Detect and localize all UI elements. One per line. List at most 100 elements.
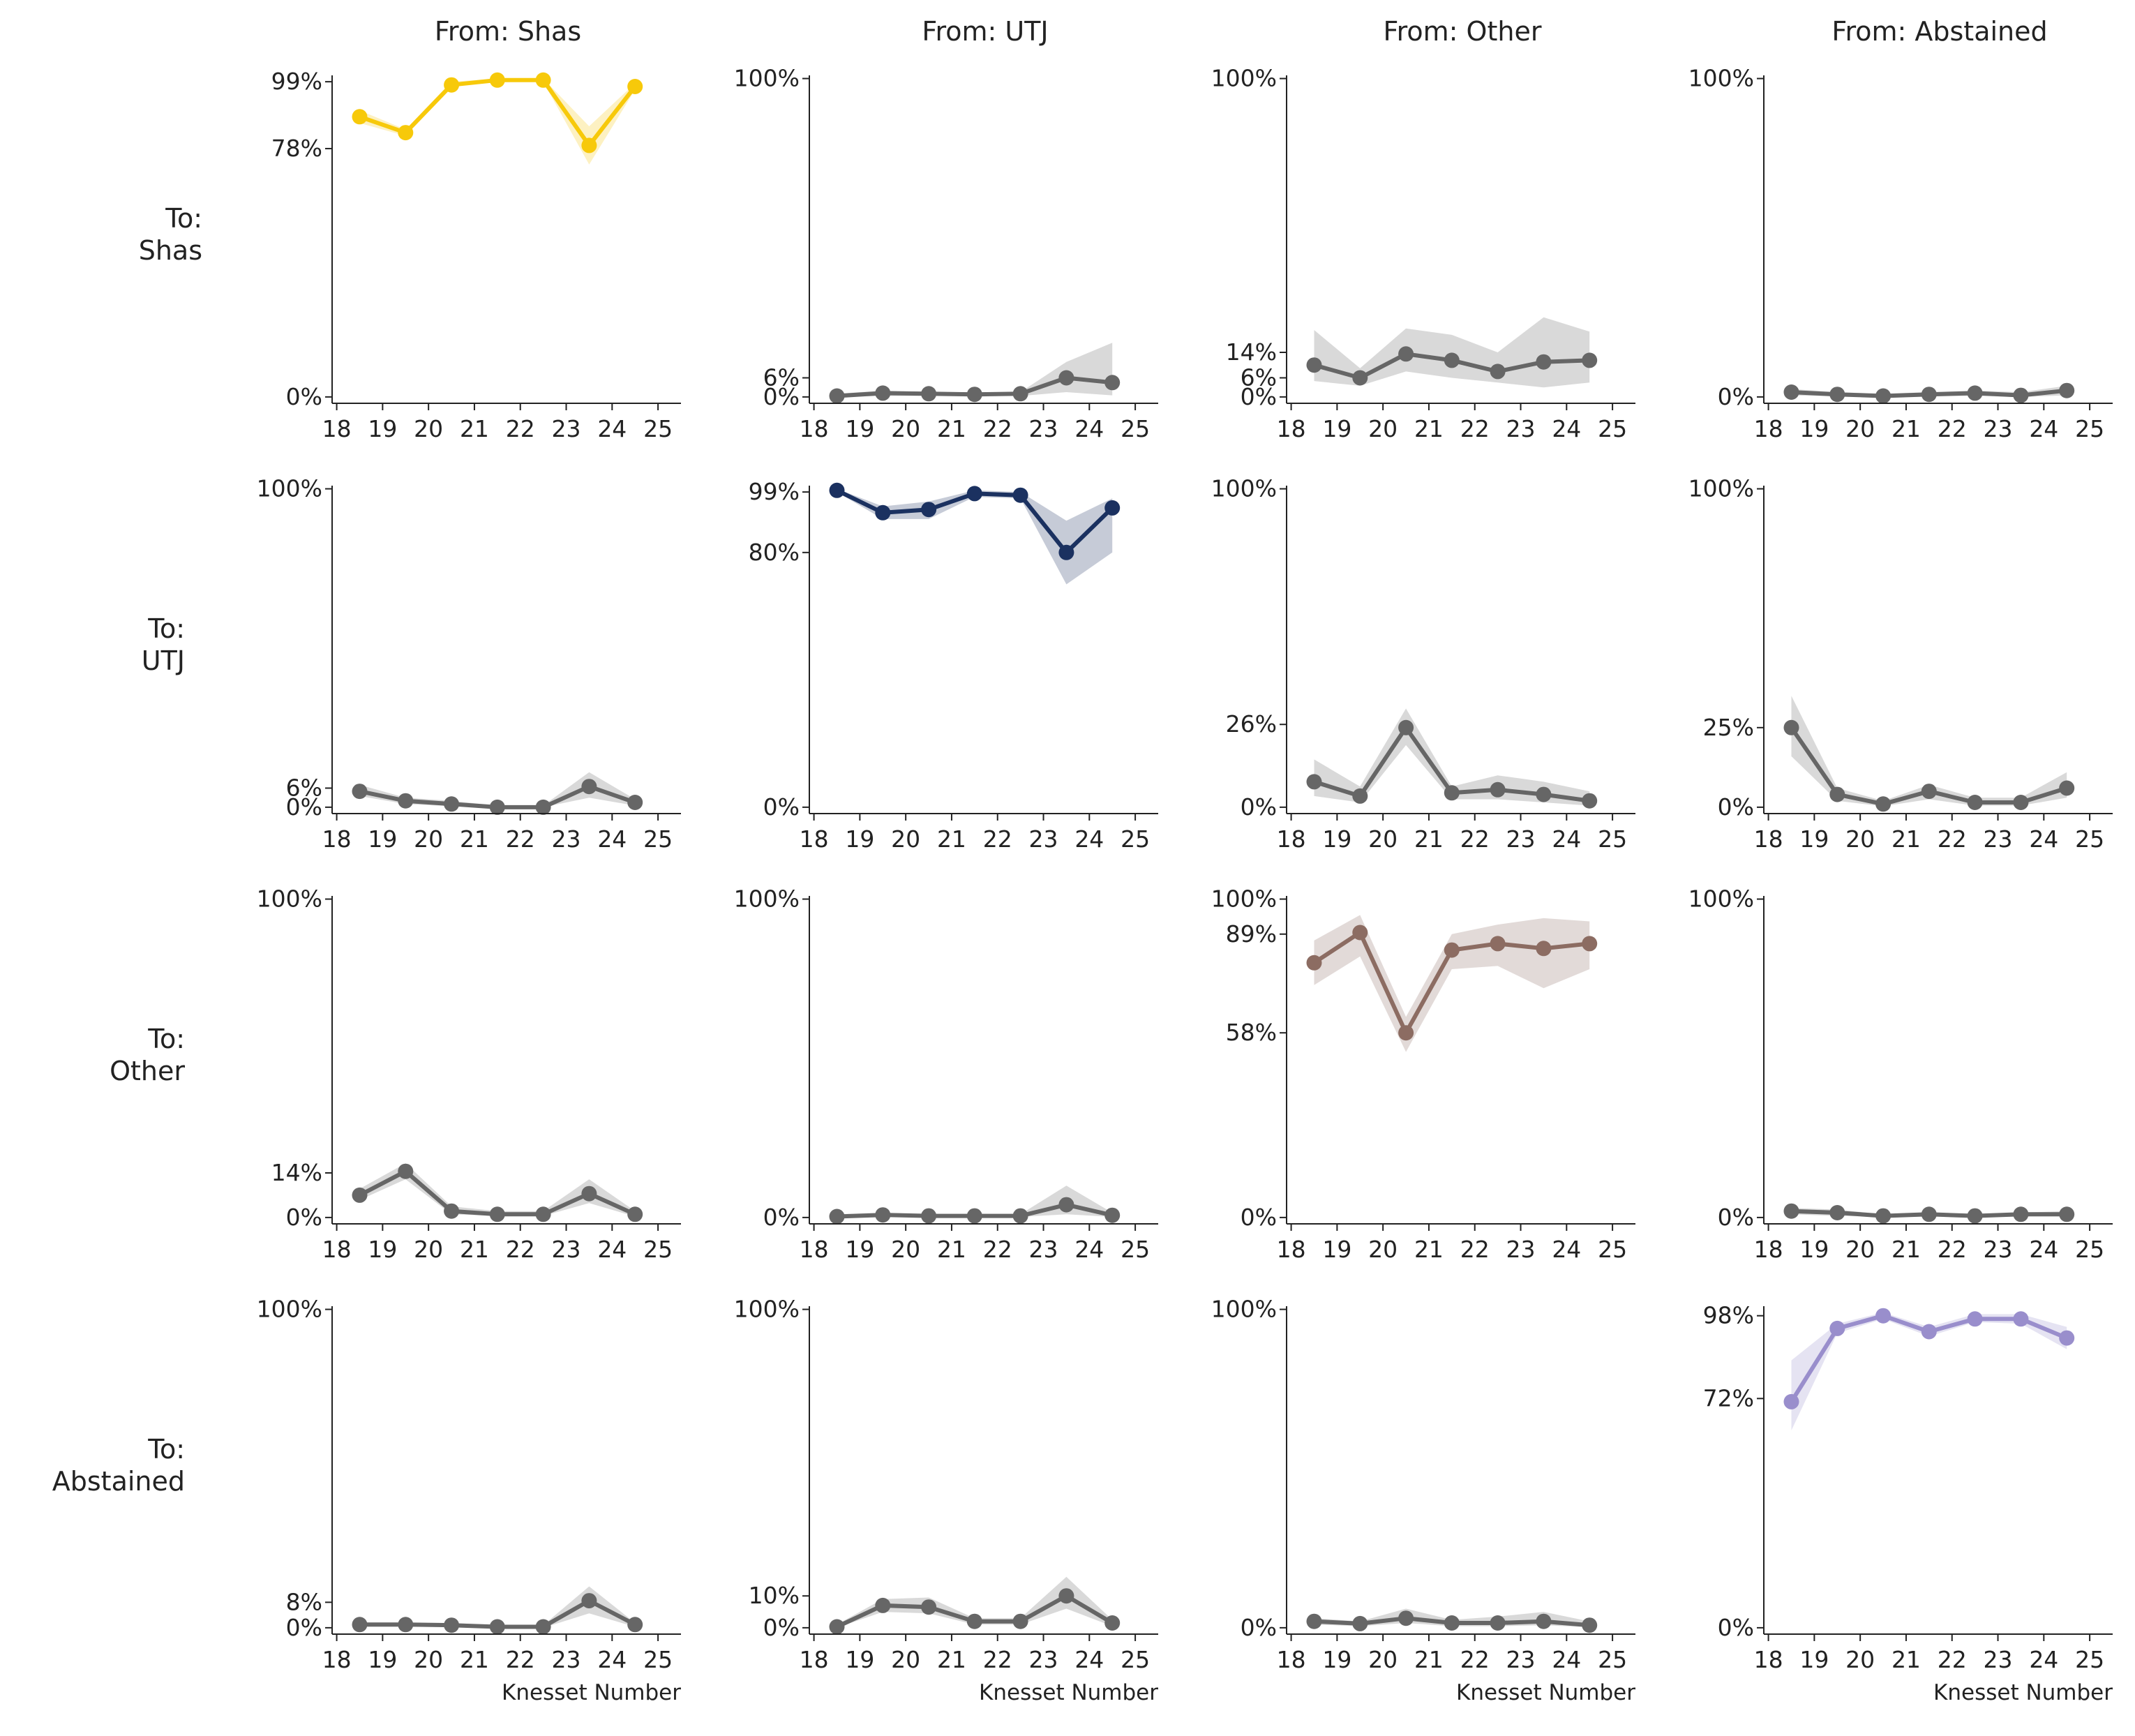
panel-utj-from-other-ytick-label-26: 26% — [1226, 710, 1277, 738]
panel-shas-from-abstained-point-1 — [1829, 387, 1845, 403]
panel-utj-from-shas-xtick-label-18: 18 — [322, 825, 352, 853]
panel-abstained-from-other-point-3 — [1444, 1615, 1460, 1631]
panel-abstained-from-utj-xtick-label-18: 18 — [800, 1646, 829, 1673]
panel-other-from-shas-ytick-label-0: 0% — [286, 1204, 322, 1231]
panel-other-from-abstained-point-6 — [2059, 1206, 2075, 1222]
panel-abstained-from-utj-xtick-label-21: 21 — [937, 1646, 966, 1673]
panel-other-from-utj-ytick-label-100: 100% — [734, 885, 800, 913]
row-labels: To: Shas To: UTJ To: Other To: Abstained — [52, 203, 202, 1497]
panel-utj-from-abstained-ytick-label-0: 0% — [1718, 793, 1754, 821]
panel-utj-from-shas-ytick-label-0: 0% — [286, 793, 322, 821]
panel-utj-from-other-xtick-label-18: 18 — [1277, 825, 1306, 853]
panel-shas-from-abstained: 0% 100% 18 19 20 21 22 23 24 25 — [1688, 65, 2113, 442]
panel-abstained-from-abstained-ytick-label-72: 72% — [1703, 1384, 1754, 1412]
panel-abstained-from-utj-point-5 — [1058, 1588, 1074, 1604]
panel-shas-from-abstained-xtick-label-19: 19 — [1799, 415, 1829, 442]
panel-other-from-shas-xtick-label-19: 19 — [368, 1236, 397, 1263]
panel-shas-from-other-point-2 — [1398, 346, 1414, 362]
panel-shas-from-abstained-xtick-label-20: 20 — [1845, 415, 1875, 442]
panel-abstained-from-other-point-0 — [1306, 1613, 1322, 1629]
panel-utj-from-utj-xtick-label-23: 23 — [1029, 825, 1058, 853]
panel-utj-from-utj-xtick-label-24: 24 — [1074, 825, 1104, 853]
panel-other-from-utj-xtick-label-25: 25 — [1121, 1236, 1150, 1263]
panel-utj-from-abstained-xtick-label-22: 22 — [1938, 825, 1967, 853]
panel-abstained-from-shas-point-5 — [581, 1593, 597, 1609]
column-titles: From: Shas From: UTJ From: Other From: A… — [435, 16, 2048, 47]
panel-other-from-shas-point-3 — [489, 1206, 505, 1222]
panel-abstained-from-other-point-6 — [1582, 1617, 1598, 1633]
row-label-other-to: To: — [147, 1024, 185, 1054]
panel-utj-from-abstained-xtick-label-23: 23 — [1984, 825, 2013, 853]
panel-shas-from-other-xtick-label-23: 23 — [1506, 415, 1536, 442]
panel-other-from-shas-point-4 — [535, 1206, 551, 1222]
col-title-other: From: Other — [1384, 16, 1542, 47]
panel-utj-from-other-point-6 — [1582, 793, 1598, 809]
panel-shas-from-abstained-point-0 — [1783, 384, 1799, 400]
panel-other-from-other-xtick-label-25: 25 — [1598, 1236, 1627, 1263]
panel-other-from-other: 0% 58% 89% 100% 18 19 20 21 22 23 24 25 — [1211, 885, 1635, 1263]
panel-abstained-from-abstained-xtick-label-25: 25 — [2075, 1646, 2104, 1673]
panel-shas-from-utj-xtick-label-23: 23 — [1029, 415, 1058, 442]
panel-abstained-from-utj-xtick-label-23: 23 — [1029, 1646, 1058, 1673]
panel-shas-from-shas-xtick-label-18: 18 — [322, 415, 352, 442]
panel-abstained-from-other-xtick-label-24: 24 — [1552, 1646, 1581, 1673]
panel-other-from-abstained-point-0 — [1783, 1203, 1799, 1219]
panel-shas-from-shas: 0% 78% 99% 18 19 20 21 22 23 24 25 — [271, 68, 681, 442]
panel-shas-from-shas-xtick-label-23: 23 — [552, 415, 581, 442]
panel-other-from-shas-point-0 — [352, 1187, 368, 1203]
panel-utj-from-abstained-xtick-label-19: 19 — [1799, 825, 1829, 853]
panel-shas-from-other-xtick-label-21: 21 — [1414, 415, 1444, 442]
panel-other-from-other-ytick-label-0: 0% — [1241, 1204, 1277, 1231]
panel-other-from-abstained-xtick-label-24: 24 — [2029, 1236, 2058, 1263]
panel-other-from-other-point-1 — [1352, 925, 1368, 941]
panel-utj-from-shas-xtick-label-25: 25 — [643, 825, 673, 853]
panel-shas-from-other-ytick-label-14: 14% — [1226, 338, 1277, 366]
panel-utj-from-other: 0% 26% 100% 18 19 20 21 22 23 24 25 — [1211, 475, 1635, 853]
panel-abstained-from-abstained-xtick-label-18: 18 — [1754, 1646, 1783, 1673]
panel-shas-from-shas-xtick-label-20: 20 — [414, 415, 443, 442]
panel-shas-from-other-point-1 — [1352, 370, 1368, 386]
panel-utj-from-abstained-point-1 — [1829, 786, 1845, 802]
panel-abstained-from-other: 0% 100% 18 19 20 21 22 23 24 25 Knesset Number — [1211, 1296, 1636, 1705]
panel-abstained-from-other-xlabel: Knesset Number — [1456, 1680, 1635, 1705]
panel-other-from-utj-xtick-label-18: 18 — [800, 1236, 829, 1263]
panel-other-from-shas-xtick-label-24: 24 — [597, 1236, 627, 1263]
panel-other-from-other-ytick-label-58: 58% — [1226, 1019, 1277, 1046]
panel-shas-from-utj-point-0 — [829, 388, 845, 404]
panel-utj-from-other-point-4 — [1490, 781, 1506, 798]
panel-other-from-abstained-point-5 — [2013, 1206, 2029, 1222]
panel-utj-from-shas-ytick-label-100: 100% — [257, 475, 322, 502]
row-label-utj-to: To: — [147, 613, 185, 644]
panel-utj-from-other-point-5 — [1536, 786, 1552, 802]
panel-other-from-other-point-0 — [1306, 955, 1322, 971]
panel-shas-from-utj-xtick-label-22: 22 — [983, 415, 1012, 442]
panel-abstained-from-abstained-xtick-label-23: 23 — [1984, 1646, 2013, 1673]
panel-shas-from-shas-ytick-label-78: 78% — [271, 135, 322, 162]
panel-shas-from-other-xtick-label-24: 24 — [1552, 415, 1581, 442]
panel-shas-from-abstained-point-5 — [2013, 387, 2029, 403]
panel-abstained-from-abstained-point-0 — [1783, 1393, 1799, 1409]
panel-abstained-from-shas-ytick-label-100: 100% — [257, 1296, 322, 1323]
panel-shas-from-abstained-xtick-label-22: 22 — [1938, 415, 1967, 442]
panel-shas-from-other-point-5 — [1536, 354, 1552, 370]
panel-other-from-shas-xtick-label-22: 22 — [506, 1236, 535, 1263]
panel-shas-from-abstained-xtick-label-24: 24 — [2029, 415, 2058, 442]
panel-other-from-utj-xtick-label-22: 22 — [983, 1236, 1012, 1263]
panel-other-from-shas-ytick-label-100: 100% — [257, 885, 322, 913]
panel-shas-from-other-xtick-label-22: 22 — [1460, 415, 1490, 442]
panel-utj-from-utj-point-6 — [1104, 500, 1121, 516]
panel-abstained-from-shas-xtick-label-21: 21 — [460, 1646, 489, 1673]
panel-other-from-abstained-xtick-label-23: 23 — [1984, 1236, 2013, 1263]
panel-abstained-from-utj-xtick-label-20: 20 — [891, 1646, 920, 1673]
panel-other-from-other-xtick-label-18: 18 — [1277, 1236, 1306, 1263]
panel-utj-from-utj-xtick-label-21: 21 — [937, 825, 966, 853]
panel-utj-from-other-xtick-label-20: 20 — [1368, 825, 1398, 853]
panel-other-from-shas-xtick-label-25: 25 — [643, 1236, 673, 1263]
panel-other-from-other-ytick-label-100: 100% — [1211, 885, 1277, 913]
panel-shas-from-abstained-ytick-label-100: 100% — [1688, 65, 1754, 92]
panel-utj-from-other-ci-band — [1314, 708, 1590, 806]
panel-abstained-from-shas-xlabel: Knesset Number — [502, 1680, 681, 1705]
panel-utj-from-abstained-xtick-label-24: 24 — [2029, 825, 2058, 853]
panel-abstained-from-abstained-point-1 — [1829, 1320, 1845, 1336]
panel-utj-from-utj-ytick-label-99: 99% — [749, 478, 800, 505]
